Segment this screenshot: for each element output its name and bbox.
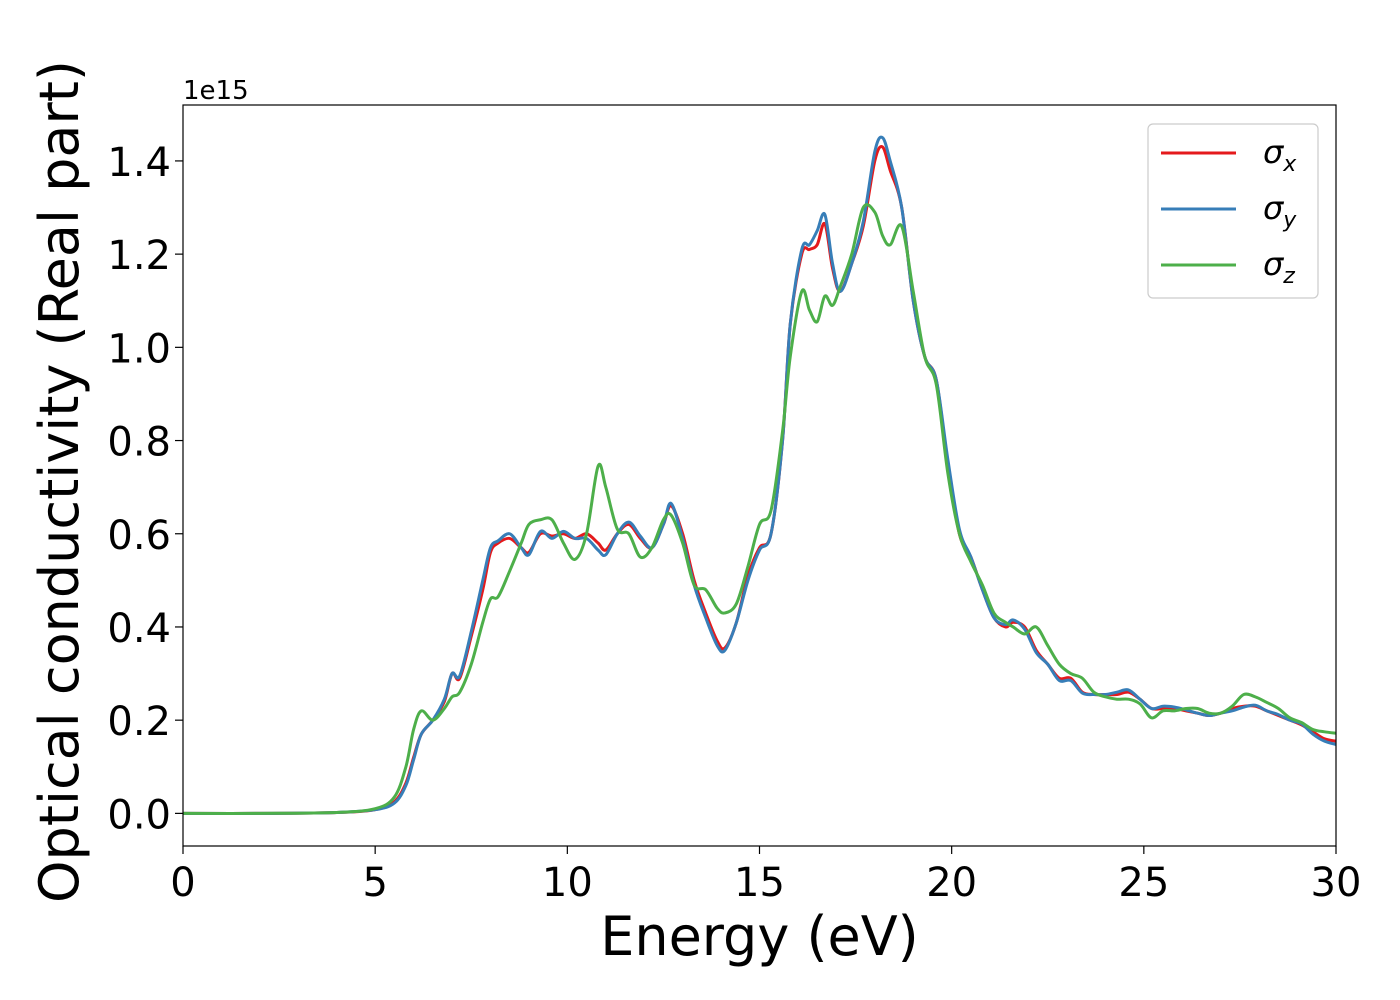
legend-label-subscript: z (1282, 264, 1295, 289)
legend-label-subscript: x (1282, 152, 1297, 177)
x-tick-label: 15 (734, 860, 785, 906)
legend-label-base: σ (1263, 245, 1285, 283)
legend-label-y: σy (1263, 189, 1297, 233)
y-tick-label: 0.2 (107, 699, 171, 745)
y-tick-label: 0.6 (107, 513, 171, 559)
legend-label-x: σx (1263, 133, 1297, 177)
x-tick-label: 30 (1311, 860, 1362, 906)
y-tick-label: 0.4 (107, 606, 171, 652)
x-axis-title: Energy (eV) (600, 905, 919, 968)
y-tick-label: 1.2 (107, 233, 171, 279)
y-tick-label: 1.4 (107, 140, 171, 186)
series-line-z (183, 203, 1336, 815)
y-tick-label: 0.8 (107, 420, 171, 466)
series-line-y (183, 135, 1336, 815)
y-tick-label: 0.0 (107, 792, 171, 838)
x-tick-label: 0 (170, 860, 195, 906)
x-axis: 0 5 10 15 20 25 30 (170, 846, 1361, 906)
legend-label-z: σz (1263, 245, 1295, 289)
legend-label-subscript: y (1282, 208, 1297, 233)
plot-area (183, 135, 1336, 815)
y-axis: 0.0 0.2 0.4 0.6 0.8 1.0 1.2 1.4 (107, 140, 183, 838)
y-axis-title: Optical conductivity (Real part) (28, 60, 91, 903)
x-tick-label: 20 (926, 860, 977, 906)
y-tick-label: 1.0 (107, 326, 171, 372)
y-axis-offset-text: 1e15 (183, 76, 249, 106)
x-tick-label: 10 (542, 860, 593, 906)
x-tick-label: 25 (1118, 860, 1169, 906)
x-tick-label: 5 (362, 860, 387, 906)
axes-frame (182, 104, 1337, 847)
legend-label-base: σ (1263, 133, 1285, 171)
legend-box (1147, 123, 1319, 299)
legend-label-base: σ (1263, 189, 1285, 227)
